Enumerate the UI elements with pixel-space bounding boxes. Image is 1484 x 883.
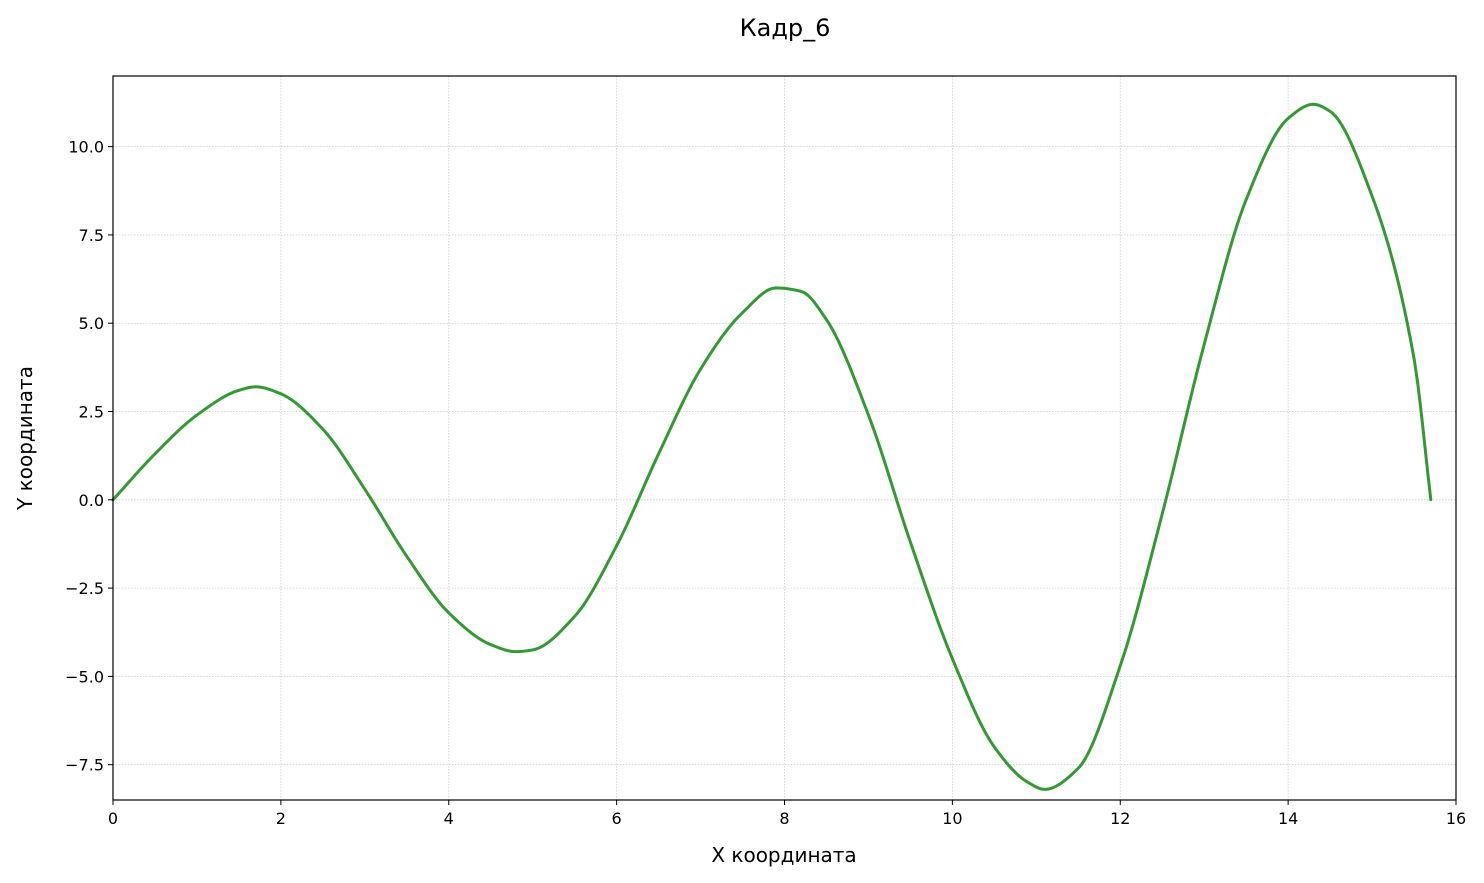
x-tick-label: 0 — [108, 809, 118, 828]
y-tick-label: 10.0 — [68, 138, 104, 157]
y-axis: −7.5 −5.0 −2.5 0.0 2.5 5.0 7.5 10.0 — [65, 138, 113, 775]
x-tick-label: 4 — [444, 809, 454, 828]
x-tick-label: 2 — [276, 809, 286, 828]
x-axis: 0 2 4 6 8 10 12 14 16 — [108, 800, 1466, 828]
y-tick-label: −5.0 — [65, 667, 104, 686]
series-line-0 — [111, 102, 1433, 791]
x-tick-label: 14 — [1278, 809, 1298, 828]
y-tick-label: 7.5 — [79, 226, 104, 245]
x-tick-label: 10 — [942, 809, 962, 828]
chart-title: Кадр_6 — [740, 14, 831, 42]
x-tick-label: 12 — [1110, 809, 1130, 828]
y-axis-label: Y координата — [13, 366, 37, 511]
x-tick-label: 16 — [1446, 809, 1466, 828]
y-tick-label: −7.5 — [65, 756, 104, 775]
y-tick-label: 5.0 — [79, 314, 104, 333]
x-tick-label: 8 — [779, 809, 789, 828]
x-tick-label: 6 — [612, 809, 622, 828]
x-axis-label: X координата — [711, 843, 856, 867]
y-tick-label: 0.0 — [79, 491, 104, 510]
series-layer — [111, 102, 1433, 791]
y-tick-label: 2.5 — [79, 403, 104, 422]
y-tick-label: −2.5 — [65, 579, 104, 598]
